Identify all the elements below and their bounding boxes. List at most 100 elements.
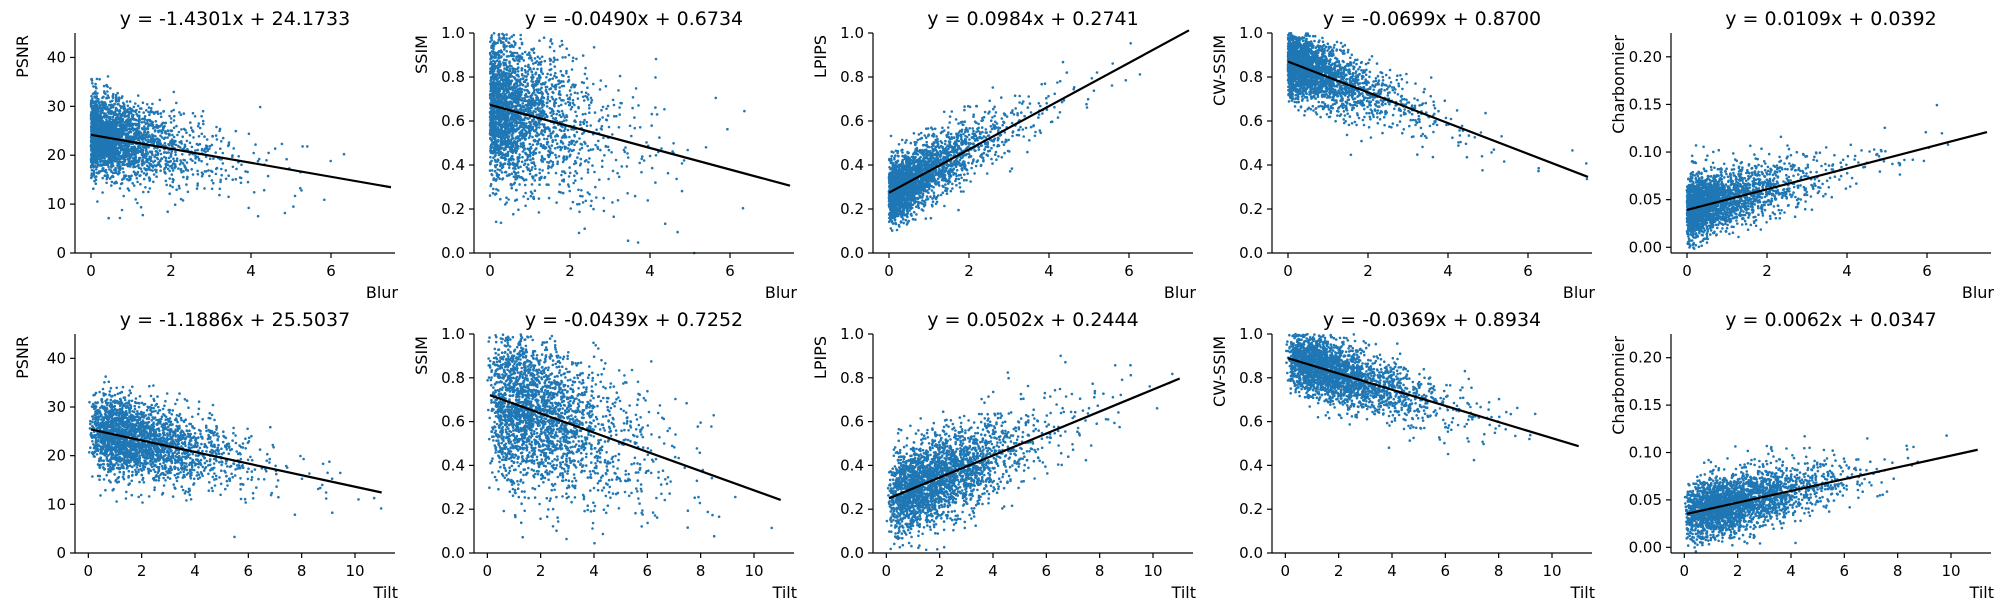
data-point	[591, 164, 594, 167]
data-point	[101, 191, 104, 194]
data-point	[106, 114, 109, 117]
data-point	[117, 129, 121, 133]
data-point	[572, 139, 575, 143]
data-point	[531, 166, 534, 169]
data-point	[540, 155, 544, 158]
data-point	[599, 148, 602, 152]
data-point	[147, 145, 150, 149]
data-point	[616, 171, 619, 175]
data-point	[568, 171, 572, 175]
data-point	[503, 162, 507, 165]
data-point	[513, 175, 517, 179]
data-point	[510, 137, 514, 140]
data-point	[593, 170, 596, 174]
data-point	[498, 60, 502, 63]
data-point	[517, 54, 520, 57]
data-point	[524, 152, 528, 155]
data-point	[586, 171, 590, 174]
data-point	[498, 65, 502, 69]
data-point	[585, 124, 589, 128]
data-point	[488, 194, 492, 197]
data-point	[597, 139, 600, 143]
data-point	[158, 124, 162, 128]
data-point	[175, 188, 178, 191]
data-point	[507, 119, 511, 122]
data-point	[714, 96, 718, 100]
data-point	[538, 126, 541, 129]
data-point	[107, 112, 111, 115]
data-point	[137, 110, 141, 114]
data-point	[549, 73, 552, 76]
data-point	[565, 155, 568, 158]
data-point	[489, 67, 492, 70]
data-point	[618, 106, 621, 109]
data-point	[105, 120, 108, 124]
data-point	[123, 174, 126, 177]
data-point	[174, 143, 178, 147]
data-point	[528, 132, 532, 135]
data-point	[601, 159, 604, 163]
data-point	[155, 170, 158, 174]
data-point	[590, 99, 594, 102]
data-point	[116, 172, 120, 176]
data-point	[107, 128, 111, 132]
data-point	[509, 80, 513, 84]
data-point	[117, 99, 120, 103]
data-point	[128, 100, 132, 103]
data-point	[654, 57, 658, 61]
data-point	[523, 96, 526, 100]
data-point	[522, 195, 525, 198]
data-point	[90, 143, 93, 147]
data-point	[490, 34, 494, 37]
data-point	[101, 176, 104, 180]
data-point	[175, 124, 178, 128]
data-point	[540, 70, 543, 74]
data-point	[168, 114, 171, 118]
data-point	[221, 136, 225, 140]
data-point	[555, 76, 558, 79]
data-point	[543, 176, 546, 180]
data-point	[93, 104, 96, 107]
data-point	[536, 55, 540, 59]
data-point	[520, 67, 524, 71]
data-point	[675, 177, 678, 181]
data-point	[561, 170, 564, 173]
data-point	[561, 56, 564, 59]
data-point	[99, 163, 102, 166]
data-point	[547, 134, 550, 138]
data-point	[567, 75, 570, 79]
data-point	[550, 83, 554, 86]
data-point	[104, 92, 107, 96]
data-point	[232, 147, 235, 150]
data-point	[90, 152, 93, 155]
data-point	[548, 68, 551, 72]
data-point	[203, 187, 206, 190]
data-point	[208, 145, 212, 148]
data-point	[531, 73, 534, 77]
data-point	[169, 141, 172, 144]
data-point	[93, 140, 96, 144]
data-point	[547, 196, 551, 200]
data-point	[527, 107, 531, 110]
y-tick-label: 20	[47, 146, 66, 164]
data-point	[535, 79, 539, 82]
data-point	[136, 104, 140, 108]
data-point	[205, 163, 209, 166]
data-point	[94, 165, 98, 168]
data-point	[128, 125, 131, 128]
data-point	[125, 109, 129, 112]
data-point	[523, 183, 527, 187]
data-point	[110, 112, 113, 116]
data-point	[342, 152, 346, 156]
data-point	[118, 167, 121, 170]
data-point	[198, 126, 202, 130]
data-point	[654, 181, 657, 184]
data-point	[516, 174, 519, 178]
data-point	[212, 181, 215, 185]
data-point	[645, 141, 648, 144]
data-point	[508, 69, 512, 72]
data-point	[153, 159, 157, 163]
data-point	[96, 107, 100, 111]
data-point	[607, 177, 610, 181]
data-point	[611, 201, 614, 204]
